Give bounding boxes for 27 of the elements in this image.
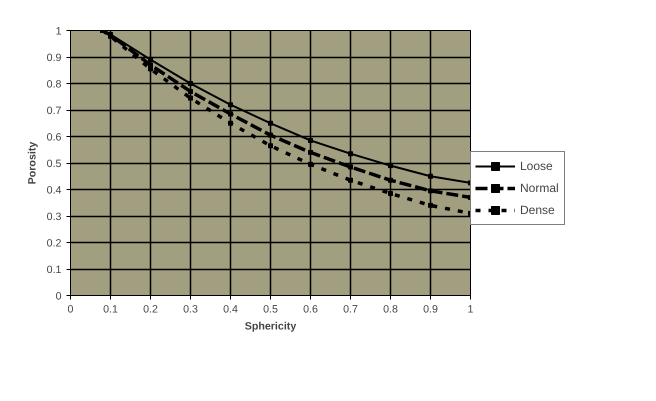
y-axis-title: Porosity xyxy=(26,142,39,184)
y-tick-label: 0.2 xyxy=(46,238,62,250)
x-tick-label: 1 xyxy=(468,304,474,316)
x-tick-label: 0.8 xyxy=(383,304,398,316)
y-tick-label: 0.5 xyxy=(46,158,62,170)
x-tick-label: 0.1 xyxy=(103,304,118,316)
y-tick-label: 0.3 xyxy=(46,211,62,223)
x-tick-label: 0.5 xyxy=(263,304,278,316)
legend-label: Loose xyxy=(520,159,554,173)
x-tick-label: 0.2 xyxy=(143,304,158,316)
legend-label: Normal xyxy=(520,181,560,195)
x-tick-label: 0.4 xyxy=(223,304,238,316)
x-axis-title: Sphericity xyxy=(244,320,296,332)
y-tick-label: 0.8 xyxy=(46,78,62,90)
y-tick-label: 1 xyxy=(56,26,62,38)
y-tick-label: 0.7 xyxy=(46,105,62,117)
y-tick-label: 0.6 xyxy=(46,132,62,144)
y-tick-label: 0.1 xyxy=(46,264,62,276)
x-tick-label: 0.3 xyxy=(183,304,198,316)
x-tick-label: 0.9 xyxy=(423,304,438,316)
legend-label: Dense xyxy=(520,203,556,217)
x-tick-label: 0 xyxy=(68,304,74,316)
x-tick-label: 0.7 xyxy=(343,304,358,316)
y-tick-label: 0.9 xyxy=(46,52,62,64)
y-tick-label: 0 xyxy=(56,290,62,302)
y-tick-label: 0.4 xyxy=(46,184,62,196)
x-tick-label: 0.6 xyxy=(303,304,318,316)
